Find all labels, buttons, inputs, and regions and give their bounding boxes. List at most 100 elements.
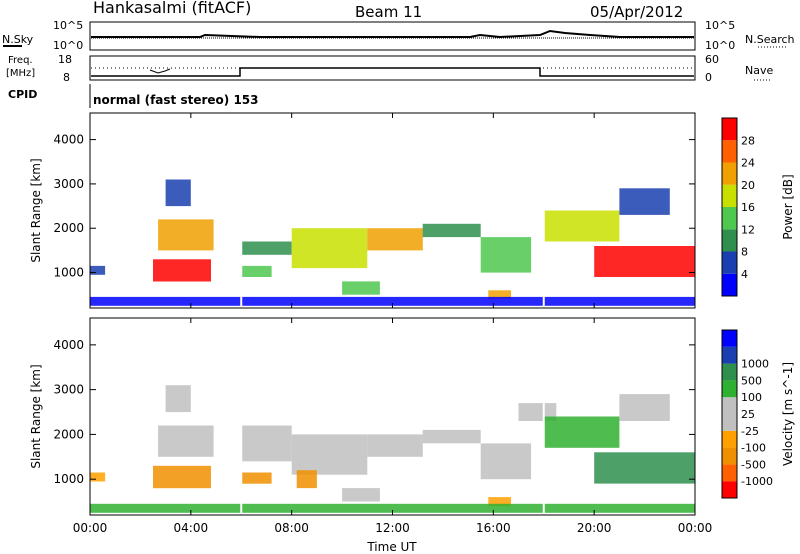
velocity-echo-region [241, 425, 292, 462]
velocity-colorbar-frame [721, 329, 738, 499]
power-colorbar-tick-label: 4 [741, 268, 748, 281]
power-echo-region [90, 296, 695, 306]
nave-tick-0: 0 [705, 71, 712, 84]
velocity-colorbar-segment [722, 447, 737, 465]
velocity-echo-region [543, 416, 620, 448]
power-y-tick-label: 2000 [53, 221, 84, 235]
freq-panel-frame [89, 55, 696, 81]
power-echo-region [165, 179, 191, 207]
velocity-echo-region [90, 472, 106, 482]
power-echo-region [594, 246, 695, 277]
station-title: Hankasalmi (fitACF) [93, 0, 251, 17]
velocity-echo-region [367, 434, 423, 457]
power-echo-region [480, 237, 532, 273]
power-panel: 1000 2000 3000 4000 Slant Range [km] 4 8 12 16 20… [29, 112, 795, 309]
velocity-echo-region [422, 429, 481, 444]
x-tick-label: 20:00 [577, 521, 612, 535]
sky-bottom-tick: 10^0 [53, 39, 83, 52]
cpid-label: CPID [8, 88, 37, 101]
power-echo-region [241, 265, 272, 277]
velocity-echo-region [165, 385, 191, 413]
sky-left-label: N.Sky [2, 33, 34, 46]
velocity-echo-region [241, 472, 272, 484]
power-colorbar-tick-label: 28 [741, 134, 755, 147]
power-y-tick-label: 3000 [53, 177, 84, 191]
power-colorbar-tick-label: 8 [741, 246, 748, 259]
power-colorbar-segment [722, 118, 737, 141]
power-echo-region [543, 210, 620, 242]
velocity-y-tick-label: 2000 [53, 427, 84, 441]
sky-panel-frame [89, 21, 696, 51]
power-echo-region [422, 223, 481, 238]
velocity-colorbar-tick-label: -25 [741, 425, 759, 438]
velocity-echo-region [153, 465, 211, 489]
sky-right-label: N.Search [745, 33, 795, 46]
velocity-echo-region [488, 497, 511, 507]
velocity-echo-region [291, 434, 368, 475]
power-colorbar-segment [722, 207, 737, 230]
velocity-y-tick-label: 3000 [53, 383, 84, 397]
power-echo-region [153, 259, 211, 282]
power-colorbar-tick-label: 12 [741, 223, 755, 236]
power-echo-region [367, 228, 423, 251]
freq-line [91, 67, 694, 77]
power-echo-region [158, 219, 214, 251]
nave-tick-60: 60 [705, 53, 719, 66]
power-echo-region [291, 228, 368, 269]
power-echo-region [342, 281, 380, 295]
power-colorbar-segment [722, 184, 737, 207]
freq-tick-8: 8 [63, 71, 70, 84]
velocity-colorbar-segment [722, 380, 737, 398]
power-colorbar-frame [721, 117, 738, 297]
power-colorbar-segment [722, 273, 737, 296]
power-colorbar-segment [722, 140, 737, 163]
sky-noise-line [91, 29, 694, 39]
x-tick-label: 00:00 [73, 521, 108, 535]
freq-label-1: Freq. [8, 55, 33, 66]
velocity-echo-region [480, 443, 532, 480]
velocity-colorbar-label: Velocity [m s^-1] [781, 362, 795, 466]
velocity-colorbar-tick-label: -500 [741, 458, 766, 471]
power-echo-region [488, 290, 511, 300]
velocity-y-tick-label: 1000 [53, 472, 84, 486]
velocity-colorbar-tick-label: -100 [741, 442, 766, 455]
sky-right-top-tick: 10^5 [705, 19, 735, 32]
cpid-text: normal (fast stereo) 153 [93, 93, 259, 107]
velocity-echo-region [90, 503, 695, 513]
velocity-y-axis-label: Slant Range [km] [29, 364, 43, 468]
power-echo-region [90, 265, 106, 275]
sky-top-tick: 10^5 [53, 19, 83, 32]
velocity-y-tick-label: 4000 [53, 338, 84, 352]
velocity-echo-region [296, 470, 317, 489]
x-tick-label: 08:00 [274, 521, 309, 535]
power-echo-region [619, 188, 670, 215]
velocity-colorbar-tick-label: 500 [741, 374, 762, 387]
power-colorbar-tick-label: 24 [741, 157, 755, 170]
x-tick-label: 00:00 [678, 521, 713, 535]
x-tick-label: 16:00 [476, 521, 511, 535]
power-y-axis-label: Slant Range [km] [29, 158, 43, 262]
velocity-panel: 1000 2000 3000 4000 Slant Range [km] 00:00 04:… [29, 317, 795, 535]
velocity-echo-region [342, 488, 380, 502]
velocity-echo-region [158, 425, 214, 457]
velocity-colorbar-segment [722, 397, 737, 414]
velocity-colorbar-segment [722, 430, 737, 448]
velocity-echo-region [619, 394, 670, 421]
beam-title: Beam 11 [355, 3, 422, 21]
power-echo-region [241, 241, 292, 255]
sky-right-bottom-tick: 10^0 [705, 39, 735, 52]
x-axis-title: Time UT [366, 540, 417, 554]
power-y-tick-label: 4000 [53, 133, 84, 147]
velocity-colorbar-tick-label: 100 [741, 391, 762, 404]
velocity-colorbar-tick-label: 25 [741, 408, 755, 421]
power-colorbar-segment [722, 162, 737, 185]
velocity-echo-region [594, 452, 695, 484]
velocity-colorbar-segment [722, 363, 737, 381]
power-colorbar-label: Power [dB] [781, 174, 795, 239]
x-tick-label: 12:00 [375, 521, 410, 535]
date-title: 05/Apr/2012 [590, 3, 683, 21]
velocity-colorbar-segment [722, 346, 737, 364]
power-colorbar-segment [722, 251, 737, 274]
velocity-colorbar-tick-label: -1000 [741, 475, 773, 488]
